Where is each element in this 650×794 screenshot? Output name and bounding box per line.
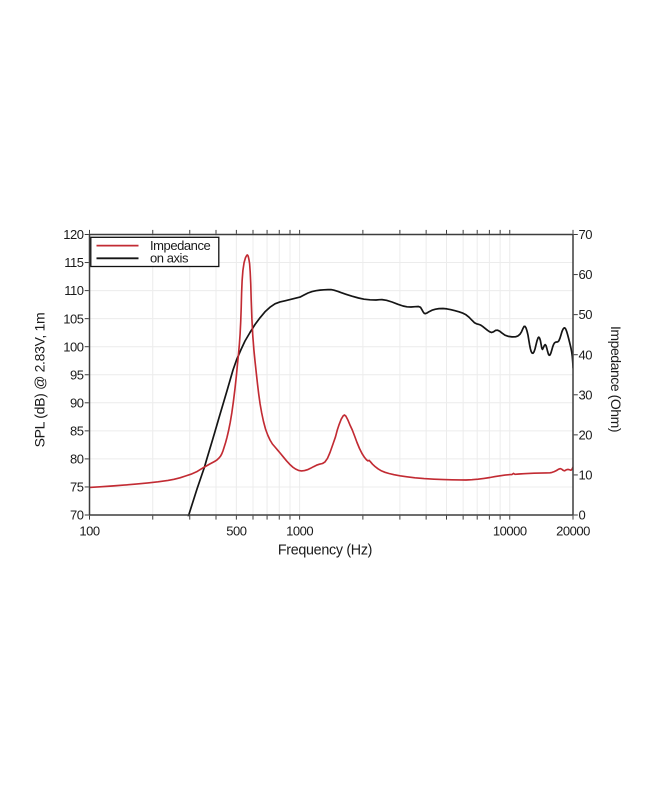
svg-text:30: 30 xyxy=(579,387,593,402)
svg-text:100: 100 xyxy=(79,524,99,539)
svg-text:40: 40 xyxy=(579,347,593,362)
svg-text:Impedance: Impedance xyxy=(150,238,210,253)
svg-text:120: 120 xyxy=(63,227,83,242)
svg-text:80: 80 xyxy=(70,452,84,467)
svg-text:50: 50 xyxy=(579,307,593,322)
svg-text:20000: 20000 xyxy=(556,524,590,539)
svg-text:105: 105 xyxy=(63,311,83,326)
svg-text:500: 500 xyxy=(226,524,246,539)
svg-text:Impedance (Ohm): Impedance (Ohm) xyxy=(608,326,624,432)
svg-text:20: 20 xyxy=(579,427,593,442)
svg-text:90: 90 xyxy=(70,395,84,410)
svg-text:1000: 1000 xyxy=(286,524,313,539)
svg-text:Frequency (Hz): Frequency (Hz) xyxy=(278,542,372,558)
svg-text:SPL (dB) @ 2.83V, 1m: SPL (dB) @ 2.83V, 1m xyxy=(32,313,48,448)
svg-text:10000: 10000 xyxy=(493,524,527,539)
svg-text:85: 85 xyxy=(70,423,84,438)
svg-text:70: 70 xyxy=(70,508,84,523)
svg-text:70: 70 xyxy=(579,227,593,242)
svg-text:110: 110 xyxy=(64,283,83,298)
svg-text:on axis: on axis xyxy=(150,251,189,266)
svg-text:115: 115 xyxy=(64,255,83,270)
svg-text:95: 95 xyxy=(70,367,84,382)
svg-text:100: 100 xyxy=(63,339,83,354)
svg-text:10: 10 xyxy=(579,468,593,483)
svg-text:0: 0 xyxy=(579,508,586,523)
svg-text:60: 60 xyxy=(579,267,593,282)
svg-text:75: 75 xyxy=(70,480,84,495)
